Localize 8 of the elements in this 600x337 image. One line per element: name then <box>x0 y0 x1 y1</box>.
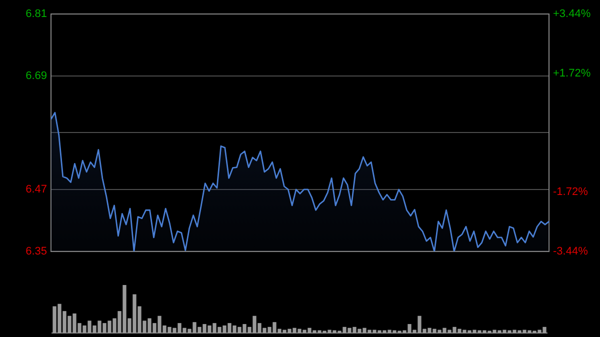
y2-tick-label: -3.44% <box>553 245 588 258</box>
y-tick-label: 6.47 <box>26 184 47 196</box>
y2-tick-label: +1.72% <box>553 67 591 80</box>
y-tick-label: 6.35 <box>26 245 47 258</box>
y2-tick-label: +3.44% <box>553 8 591 20</box>
y-tick-label: 6.69 <box>26 70 47 82</box>
y2-tick-label: -1.72% <box>553 186 588 198</box>
y-tick-label: 6.81 <box>26 8 47 20</box>
